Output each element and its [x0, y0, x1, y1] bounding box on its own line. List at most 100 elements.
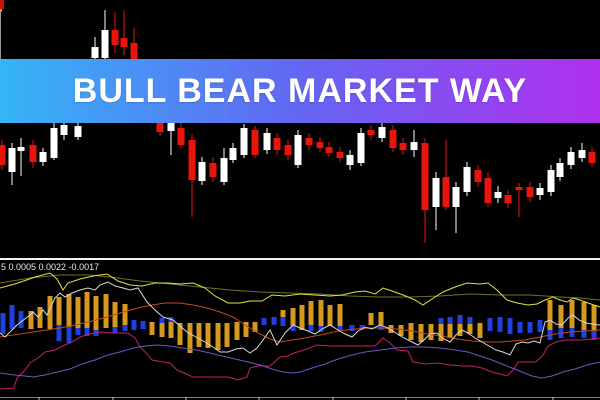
blue-bar [487, 318, 493, 331]
candle-body [357, 133, 365, 163]
gold-bar [290, 308, 296, 325]
candle-body [526, 187, 534, 197]
promo-banner: BULL BEAR MARKET WAY [0, 59, 600, 123]
candle-body [421, 143, 429, 210]
blue-bar [0, 313, 6, 334]
gold-bar [337, 304, 343, 326]
blue-bar [131, 320, 137, 330]
blue-bar [9, 305, 15, 329]
blue-bar [290, 325, 296, 331]
gold-bar [477, 323, 483, 338]
corner-dot [0, 9, 2, 12]
line-yellow-signal [0, 272, 600, 308]
blue-bar [159, 318, 165, 323]
candle-body [432, 178, 440, 207]
candle-body [177, 128, 185, 145]
candle-body [588, 152, 596, 163]
gold-bar [196, 323, 202, 347]
candle-body [188, 140, 196, 180]
blue-bar [112, 327, 118, 333]
candle-body [0, 145, 6, 165]
candle-body [120, 38, 128, 47]
gold-bar [75, 297, 81, 328]
blue-bar [517, 322, 523, 333]
candle-body [305, 138, 313, 145]
blue-bar [308, 325, 314, 331]
gold-bar [187, 323, 193, 353]
candle-body [547, 170, 555, 192]
gold-bar [569, 300, 575, 328]
blue-bar [569, 328, 575, 337]
line-orange-ma [0, 302, 600, 343]
candle-body [229, 148, 237, 160]
candle-body [220, 158, 228, 182]
blue-bar [507, 318, 513, 334]
line-white-oscillator [0, 281, 600, 356]
candle-body [284, 145, 292, 155]
blue-bar [280, 317, 286, 326]
candle-body [494, 192, 502, 198]
window-left-border [0, 0, 1, 59]
gold-bar [177, 323, 183, 345]
gold-bar [159, 323, 165, 337]
candle-body [273, 138, 281, 150]
candle-body [8, 148, 16, 172]
candle-body [336, 152, 344, 158]
candle-body [442, 177, 450, 207]
gold-bar [428, 324, 434, 340]
gold-bar [467, 324, 473, 334]
gold-bar [168, 322, 174, 338]
candle-body [91, 47, 99, 58]
blue-bar [467, 317, 473, 324]
candle-body [209, 163, 217, 177]
gold-bar [93, 296, 99, 330]
gold-bar [37, 307, 43, 328]
candle-body [325, 147, 333, 153]
gold-bar [103, 294, 109, 328]
blue-bar [359, 325, 365, 330]
candle-body [410, 142, 418, 150]
candle-body [240, 128, 248, 155]
line-purple-lower-band [0, 344, 600, 379]
gold-bar [47, 296, 53, 329]
gold-bar [591, 305, 597, 330]
gold-bar [66, 294, 72, 327]
candle-body [536, 188, 544, 195]
candle-body [578, 150, 586, 158]
gold-bar [299, 305, 305, 330]
blue-bar [349, 325, 355, 331]
gold-bar [378, 312, 384, 325]
candle-body [251, 130, 259, 155]
blue-bar [75, 328, 81, 335]
gold-bar [243, 322, 249, 337]
candle-body [111, 30, 119, 45]
gold-bar [149, 322, 155, 335]
blue-bar [56, 325, 62, 341]
blue-bar [337, 326, 343, 331]
blue-bar [271, 317, 277, 325]
candles-group [0, 10, 596, 243]
candle-body [167, 121, 175, 131]
candle-body [316, 142, 324, 148]
blue-bar [497, 317, 503, 332]
blue-bar [591, 330, 597, 340]
candle-body [452, 187, 460, 207]
candle-body [130, 43, 138, 62]
candle-body [367, 130, 375, 135]
candle-body [294, 135, 302, 165]
candle-body [39, 152, 47, 162]
candle-body [29, 145, 37, 162]
blue-bar [457, 315, 463, 324]
banner-title: BULL BEAR MARKET WAY [72, 71, 528, 110]
corner-marker [0, 0, 4, 9]
candle-body [50, 128, 58, 158]
line-olive-upper-band [0, 274, 600, 301]
gold-bar [28, 311, 34, 329]
blue-bar [122, 325, 128, 331]
blue-bar [537, 320, 543, 332]
gold-bar [252, 322, 258, 332]
candle-body [198, 162, 206, 181]
gold-bar [56, 297, 62, 325]
